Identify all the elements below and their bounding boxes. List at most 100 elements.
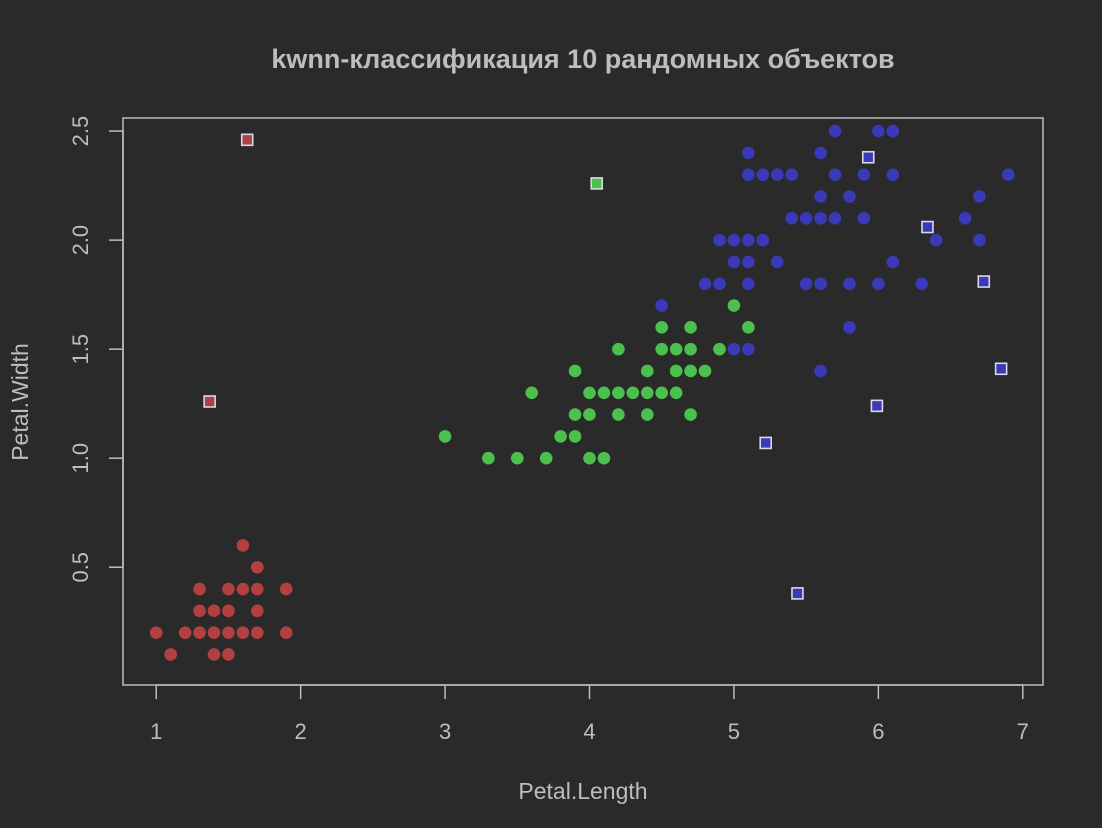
data-point-virginica [785,212,798,225]
data-point-virginica [742,277,755,291]
data-point-setosa [222,604,235,618]
data-point-virginica [814,364,827,378]
data-point-versicolor [568,408,582,421]
data-point-virginica [843,277,856,291]
classified-object-setosa [240,133,254,147]
data-point-setosa [222,626,235,639]
data-point-setosa [222,582,235,596]
data-point-virginica [742,233,755,247]
data-point-versicolor [684,321,697,334]
data-point-virginica [713,233,726,247]
data-point-virginica [872,124,885,138]
data-point-virginica [872,277,885,291]
classified-object-virginica [994,362,1008,376]
data-point-versicolor [583,408,596,421]
data-point-virginica [973,233,986,247]
data-point-versicolor [742,321,755,334]
data-point-setosa [279,626,293,639]
data-point-virginica [843,190,856,203]
x-tick-label: 7 [1017,719,1029,744]
data-point-versicolor [655,386,669,400]
data-point-virginica [886,255,900,269]
data-point-virginica [770,255,784,269]
data-point-versicolor [597,386,611,400]
data-point-setosa [193,582,206,596]
data-point-setosa [149,626,163,639]
classified-object-virginica [759,436,773,450]
data-point-versicolor [510,451,524,465]
data-point-virginica [756,233,770,247]
classified-object-virginica [791,587,804,600]
data-point-versicolor [669,386,683,400]
data-point-virginica [785,168,798,181]
data-point-virginica [655,299,669,312]
y-tick-label: 1.0 [68,443,93,474]
data-point-virginica [814,190,827,203]
data-point-setosa [207,648,221,661]
data-point-virginica [727,233,741,247]
data-point-setosa [236,539,250,552]
data-point-virginica [929,233,943,247]
data-point-virginica [828,124,842,138]
data-point-virginica [727,255,741,269]
x-axis: 1 2 3 4 5 6 7 [150,684,1029,744]
classified-object-virginica [921,220,934,234]
data-point-versicolor [669,364,683,378]
data-point-versicolor [525,386,539,400]
data-point-versicolor [684,342,697,356]
data-point-setosa [164,648,177,661]
data-point-versicolor [727,299,741,312]
data-point-virginica [814,212,827,225]
data-point-versicolor [669,342,683,356]
classified-object-versicolor [590,177,604,190]
data-point-versicolor [612,342,625,356]
data-point-virginica [727,342,741,356]
data-point-setosa [236,626,250,639]
x-tick-label: 5 [728,719,740,744]
data-point-setosa [193,604,206,618]
data-point-versicolor [583,386,596,400]
y-tick-label: 2.5 [68,116,93,147]
data-point-virginica [742,146,755,160]
data-points [149,124,1015,661]
data-point-setosa [178,626,192,639]
data-point-virginica [799,212,813,225]
data-point-virginica [814,146,827,160]
data-point-setosa [251,626,264,639]
data-point-virginica [973,190,986,203]
data-point-versicolor [713,342,726,356]
data-point-versicolor [482,451,495,465]
data-point-versicolor [583,451,596,465]
data-point-versicolor [640,364,654,378]
classified-object-virginica [861,150,875,164]
x-tick-label: 4 [583,719,595,744]
data-point-versicolor [438,430,452,443]
x-tick-label: 2 [295,719,307,744]
data-point-versicolor [568,430,582,443]
data-point-versicolor [684,364,697,378]
data-point-virginica [770,168,784,181]
x-tick-label: 1 [150,719,162,744]
classified-object-setosa [203,395,216,408]
data-point-setosa [207,626,221,639]
y-axis-label: Petal.Width [7,343,33,461]
classified-object-virginica [870,399,884,413]
data-point-virginica [1002,168,1015,181]
data-point-versicolor [655,342,669,356]
data-point-setosa [236,582,250,596]
classified-object-virginica [977,275,991,288]
data-point-virginica [915,277,928,291]
data-point-virginica [742,342,755,356]
data-point-virginica [857,212,871,225]
data-point-versicolor [626,386,640,400]
data-point-versicolor [698,364,712,378]
data-point-versicolor [655,321,669,334]
data-point-versicolor [612,408,625,421]
data-point-versicolor [612,386,625,400]
x-axis-label: Petal.Length [518,778,647,804]
data-point-virginica [799,277,813,291]
data-point-versicolor [597,451,611,465]
data-point-versicolor [640,386,654,400]
data-point-virginica [886,124,900,138]
